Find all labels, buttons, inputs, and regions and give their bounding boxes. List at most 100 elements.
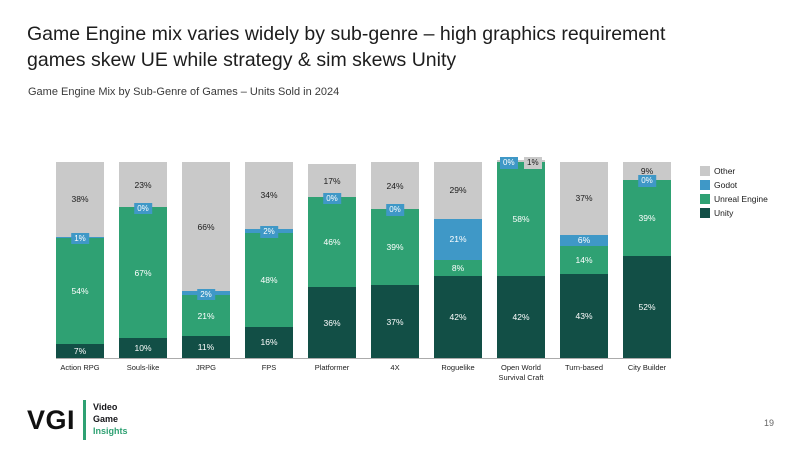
segment-value-label: 52%	[638, 302, 656, 313]
bar-city-builder: 52% 39% 9% 0%	[623, 158, 671, 358]
segment-value-label: 23%	[134, 179, 152, 190]
segment-unity: 11%	[182, 336, 230, 358]
segment-godot: 21%	[434, 218, 482, 261]
segment-value-label: 14%	[575, 255, 593, 266]
segment-other	[497, 160, 545, 163]
category-label: FPS	[261, 363, 277, 372]
logo-divider-bar	[83, 400, 87, 440]
stacked-bar: 11% 21% 66%	[182, 162, 230, 358]
segment-value-chip: 0%	[323, 192, 341, 205]
segment-unreal-engine: 8%	[434, 260, 482, 276]
segment-value-label: 46%	[323, 237, 341, 248]
segment-value-label: 37%	[575, 193, 593, 204]
segment-value-label: 42%	[512, 311, 530, 322]
stacked-bar: 37% 39% 24%	[371, 162, 419, 358]
segment-other: 34%	[245, 162, 293, 229]
plot-area: 7% 54% 38% 1% 10% 67% 23% 0% 11% 21% 66% 2% 16% 48% 34…	[56, 157, 671, 359]
segment-value-label: 7%	[73, 346, 87, 357]
legend-swatch	[700, 180, 710, 190]
segment-unity: 16%	[245, 326, 293, 358]
segment-unity: 42%	[497, 275, 545, 358]
logo-word-game: Game	[93, 414, 119, 425]
segment-value-label: 38%	[71, 194, 89, 205]
chart-legend: Other Godot Unreal Engine Unity	[700, 166, 768, 218]
segment-value-label: 21%	[197, 310, 215, 321]
segment-value-chip: 2%	[197, 288, 215, 301]
stacked-bar: 36% 46% 17%	[308, 163, 356, 358]
segment-value-label: 24%	[386, 180, 404, 191]
segment-unity: 37%	[371, 285, 419, 358]
segment-other: 66%	[182, 162, 230, 292]
segment-value-label: 67%	[134, 267, 152, 278]
segment-value-chip: 1%	[71, 232, 89, 245]
segment-value-label: 16%	[260, 337, 278, 348]
logo-word-insights: Insights	[93, 425, 128, 436]
bar-fps: 16% 48% 34% 2%	[245, 158, 293, 358]
legend-item-unreal-engine: Unreal Engine	[700, 194, 768, 204]
segment-other: 37%	[560, 162, 608, 235]
segment-unreal-engine: 14%	[560, 246, 608, 274]
stacked-bar: 7% 54% 38%	[56, 162, 104, 358]
segment-value-chip: 0%	[638, 175, 656, 187]
page-title: Game Engine mix varies widely by sub-gen…	[27, 22, 767, 73]
segment-value-label: 54%	[71, 286, 89, 297]
legend-swatch	[700, 208, 710, 218]
segment-value-label: 66%	[197, 221, 215, 232]
segment-unity: 42%	[434, 275, 482, 358]
segment-unreal-engine: 67%	[119, 207, 167, 339]
segment-unity: 10%	[119, 338, 167, 358]
title-line-1: Game Engine mix varies widely by sub-gen…	[27, 23, 666, 45]
stacked-bar: 16% 48% 34%	[245, 162, 293, 358]
segment-value-chip: 0%	[134, 202, 152, 215]
segment-value-label: 9%	[640, 165, 654, 176]
page-number: 19	[763, 418, 774, 428]
segment-value-label: 6%	[577, 235, 591, 246]
segment-unity: 36%	[308, 287, 356, 358]
legend-item-godot: Godot	[700, 180, 768, 190]
stacked-bar: 10% 67% 23%	[119, 162, 167, 358]
segment-value-label: 21%	[449, 234, 467, 245]
segment-unreal-engine: 54%	[56, 238, 104, 345]
segment-value-label: 43%	[575, 310, 593, 321]
bar-jrpg: 11% 21% 66% 2%	[182, 158, 230, 358]
segment-value-chip: 0%	[386, 204, 404, 217]
category-label: 4X	[390, 363, 400, 372]
segment-value-label: 8%	[451, 262, 465, 273]
segment-value-chip: 0%	[500, 157, 518, 170]
chart-subtitle: Game Engine Mix by Sub-Genre of Games – …	[28, 86, 340, 98]
segment-value-label: 58%	[512, 213, 530, 224]
category-axis: Action RPG Souls-like JRPG FPS Platformer 4X R…	[56, 363, 671, 383]
segment-value-label: 48%	[260, 274, 278, 285]
legend-label: Unity	[714, 208, 734, 218]
segment-other: 29%	[434, 162, 482, 219]
stacked-bar-chart: 7% 54% 38% 1% 10% 67% 23% 0% 11% 21% 66% 2% 16% 48% 34…	[56, 157, 671, 383]
logo-wordmark: Video Game Insights	[93, 402, 128, 437]
segment-value-label: 10%	[134, 343, 152, 354]
segment-other: 23%	[119, 162, 167, 208]
segment-value-label: 17%	[323, 175, 341, 186]
logo-word-video: Video	[93, 402, 118, 413]
segment-unreal-engine: 39%	[371, 209, 419, 286]
bar-4x: 37% 39% 24% 0%	[371, 158, 419, 358]
segment-value-label: 37%	[386, 316, 404, 327]
logo-acronym: VGI	[27, 404, 76, 435]
stacked-bar: 43% 14% 6% 37%	[560, 162, 608, 358]
segment-unreal-engine: 48%	[245, 232, 293, 327]
category-label: City Builder	[627, 363, 667, 372]
bar-turn-based: 43% 14% 6% 37%	[560, 158, 608, 358]
legend-label: Unreal Engine	[714, 194, 768, 204]
segment-other: 17%	[308, 163, 356, 198]
segment-value-label: 42%	[449, 311, 467, 322]
category-label: Platformer	[314, 363, 350, 372]
segment-value-label: 36%	[323, 317, 341, 328]
segment-unity: 7%	[56, 344, 104, 358]
legend-item-other: Other	[700, 166, 768, 176]
bar-souls-like: 10% 67% 23% 0%	[119, 158, 167, 358]
legend-swatch	[700, 166, 710, 176]
segment-unreal-engine: 46%	[308, 197, 356, 288]
segment-unreal-engine: 21%	[182, 295, 230, 337]
segment-value-label: 29%	[449, 185, 467, 196]
segment-value-label: 39%	[386, 242, 404, 253]
segment-unreal-engine: 39%	[623, 179, 671, 257]
category-label: Souls-like	[126, 363, 160, 372]
